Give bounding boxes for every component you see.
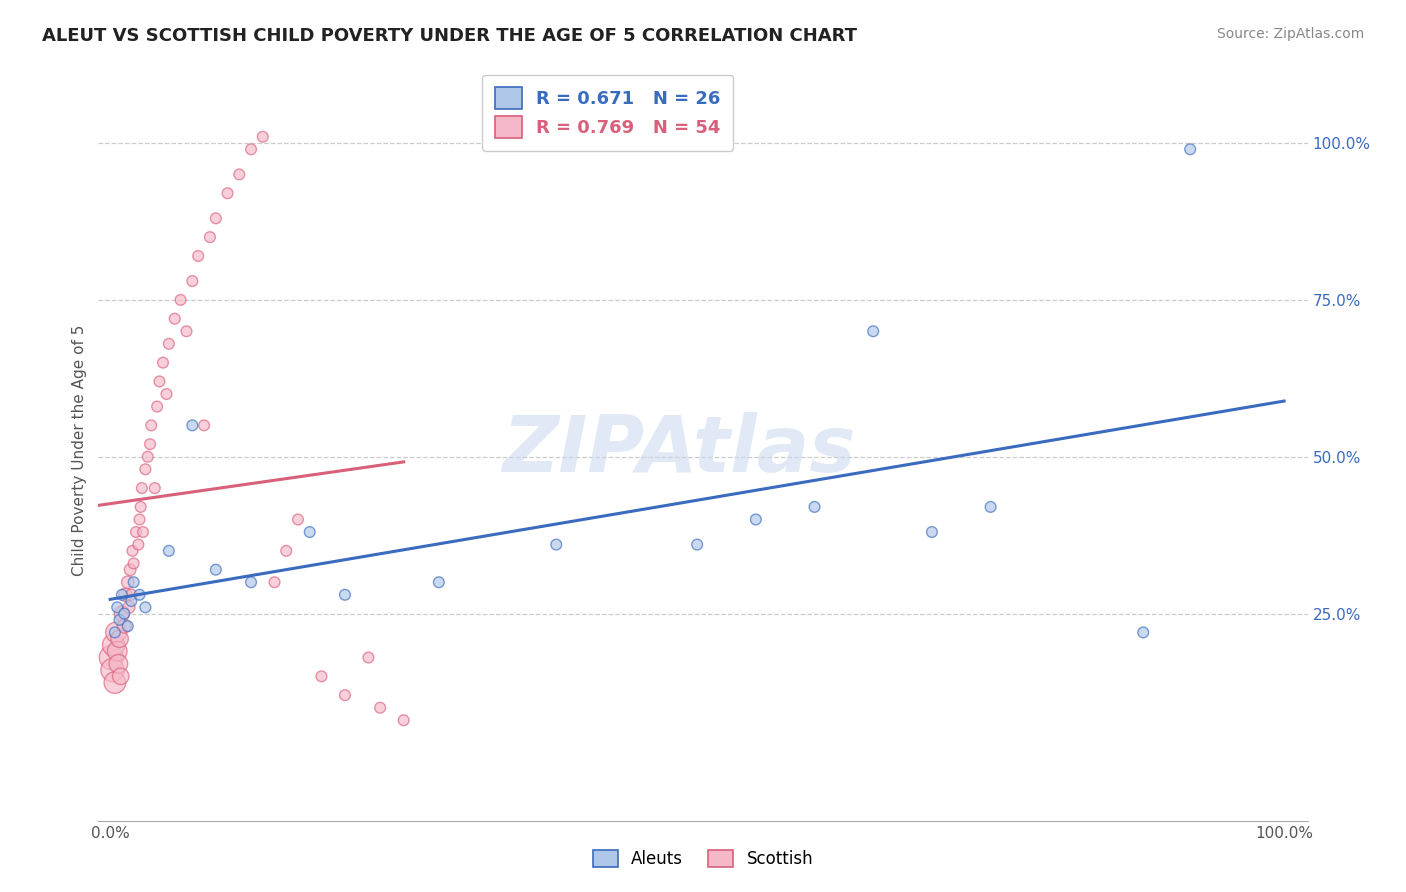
Point [157, 336, 180, 351]
Point [111, 588, 134, 602]
Point [108, 632, 131, 646]
Point [122, 575, 145, 590]
Point [333, 588, 356, 602]
Point [263, 575, 285, 590]
Point [311, 669, 333, 683]
Point [357, 650, 380, 665]
Point [107, 657, 129, 671]
Point [240, 142, 263, 156]
Point [120, 594, 142, 608]
Point [103, 638, 125, 652]
Point [155, 387, 177, 401]
Point [217, 186, 239, 201]
Point [287, 512, 309, 526]
Point [392, 713, 415, 727]
Point [120, 563, 142, 577]
Point [187, 249, 209, 263]
Point [546, 538, 568, 552]
Point [181, 274, 204, 288]
Point [1180, 142, 1202, 156]
Point [129, 500, 152, 514]
Point [112, 619, 135, 633]
Point [134, 600, 156, 615]
Point [118, 600, 141, 615]
Point [120, 588, 142, 602]
Point [204, 211, 226, 226]
Point [163, 311, 186, 326]
Point [240, 575, 263, 590]
Point [368, 700, 391, 714]
Point [686, 538, 709, 552]
Point [980, 500, 1002, 514]
Point [121, 544, 143, 558]
Point [105, 600, 128, 615]
Point [136, 450, 159, 464]
Point [276, 544, 298, 558]
Point [127, 538, 149, 552]
Point [105, 644, 128, 658]
Point [176, 324, 198, 338]
Text: ALEUT VS SCOTTISH CHILD POVERTY UNDER THE AGE OF 5 CORRELATION CHART: ALEUT VS SCOTTISH CHILD POVERTY UNDER TH… [42, 27, 858, 45]
Point [862, 324, 884, 338]
Point [204, 563, 226, 577]
Point [1132, 625, 1154, 640]
Legend: R = 0.671   N = 26, R = 0.769   N = 54: R = 0.671 N = 26, R = 0.769 N = 54 [482, 75, 734, 151]
Point [298, 524, 321, 539]
Point [105, 625, 128, 640]
Point [803, 500, 825, 514]
Point [745, 512, 768, 526]
Point [104, 625, 127, 640]
Point [181, 418, 204, 433]
Point [169, 293, 191, 307]
Point [198, 230, 221, 244]
Point [128, 588, 150, 602]
Legend: Aleuts, Scottish: Aleuts, Scottish [586, 843, 820, 875]
Point [193, 418, 215, 433]
Point [134, 462, 156, 476]
Point [143, 481, 166, 495]
Y-axis label: Child Poverty Under the Age of 5: Child Poverty Under the Age of 5 [72, 325, 87, 576]
Text: ZIPAtlas: ZIPAtlas [502, 412, 856, 489]
Point [117, 575, 139, 590]
Point [101, 663, 124, 677]
Point [141, 418, 163, 433]
Point [114, 588, 136, 602]
Point [125, 524, 148, 539]
Text: Source: ZipAtlas.com: Source: ZipAtlas.com [1216, 27, 1364, 41]
Point [152, 356, 174, 370]
Point [921, 524, 943, 539]
Point [122, 557, 145, 571]
Point [108, 613, 131, 627]
Point [157, 544, 180, 558]
Point [427, 575, 450, 590]
Point [146, 400, 169, 414]
Point [228, 168, 250, 182]
Point [131, 481, 153, 495]
Point [112, 607, 135, 621]
Point [117, 619, 139, 633]
Point [148, 375, 170, 389]
Point [110, 669, 132, 683]
Point [128, 512, 150, 526]
Point [333, 688, 356, 702]
Point [100, 650, 122, 665]
Point [104, 675, 127, 690]
Point [132, 524, 155, 539]
Point [111, 607, 134, 621]
Point [252, 129, 274, 144]
Point [139, 437, 162, 451]
